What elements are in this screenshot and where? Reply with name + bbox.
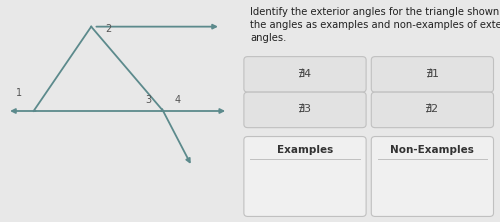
FancyBboxPatch shape (372, 92, 494, 128)
FancyBboxPatch shape (244, 137, 366, 216)
Text: 3: 3 (146, 95, 152, 105)
Text: 4: 4 (174, 95, 180, 105)
Text: ∄4: ∄4 (298, 69, 312, 79)
FancyBboxPatch shape (372, 57, 494, 92)
FancyBboxPatch shape (244, 92, 366, 128)
Text: Examples: Examples (277, 145, 333, 155)
Text: 2: 2 (105, 24, 111, 34)
FancyBboxPatch shape (244, 57, 366, 92)
Text: 1: 1 (16, 88, 22, 98)
FancyBboxPatch shape (372, 137, 494, 216)
Text: Non-Examples: Non-Examples (390, 145, 474, 155)
Text: Identify the exterior angles for the triangle shown. Sort
the angles as examples: Identify the exterior angles for the tri… (250, 7, 500, 43)
Text: ∄2: ∄2 (426, 105, 440, 115)
Text: ∄3: ∄3 (298, 105, 312, 115)
Text: ∄1: ∄1 (426, 69, 440, 79)
